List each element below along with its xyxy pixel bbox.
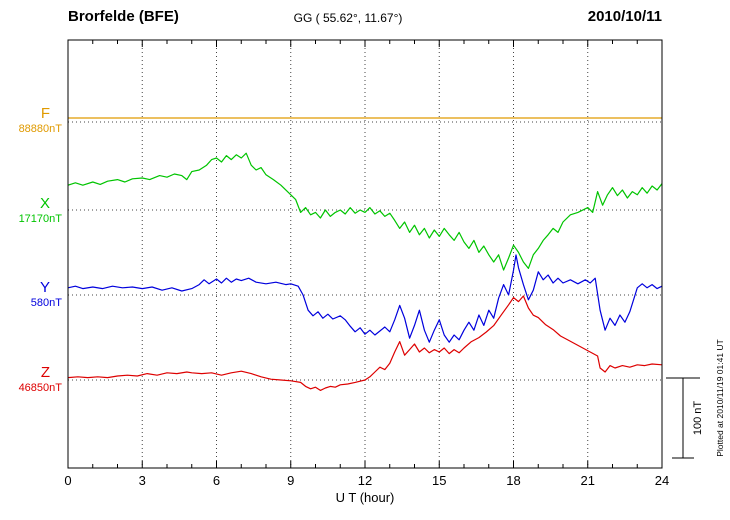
component-X-label: X	[39, 195, 50, 212]
x-axis-label: U T (hour)	[335, 490, 395, 505]
x-tick-label: 6	[213, 473, 220, 488]
component-F-block: F 88880nT	[0, 105, 62, 135]
trace-Y	[67, 254, 663, 343]
x-tick-label: 12	[358, 473, 372, 488]
component-X-baseline: 17170nT	[18, 212, 62, 225]
plotted-at-note: Plotted at 2010/11/19 01:41 UT	[715, 339, 725, 457]
component-Z-label: Z	[40, 364, 50, 381]
x-tick-label: 15	[432, 473, 446, 488]
component-Z-block: Z 46850nT	[0, 364, 62, 394]
component-X-block: X 17170nT	[0, 195, 62, 225]
observatory-coords: GG ( 55.62°, 11.67°)	[293, 11, 403, 25]
component-Y-baseline: 580nT	[30, 296, 62, 309]
trace-Z	[67, 295, 663, 391]
station-title: Brorfelde (BFE)	[68, 8, 179, 25]
scale-bar-label: 100 nT	[692, 401, 704, 436]
x-tick-label: 9	[287, 473, 294, 488]
x-tick-label: 21	[581, 473, 595, 488]
component-F-label: F	[40, 105, 50, 122]
component-Y-label: Y	[39, 279, 50, 296]
x-tick-label: 0	[64, 473, 71, 488]
component-F-baseline: 88880nT	[18, 122, 62, 135]
plot-frame	[67, 39, 663, 469]
x-tick-label: 3	[139, 473, 146, 488]
trace-X	[67, 152, 663, 271]
component-Z-baseline: 46850nT	[18, 381, 62, 394]
x-tick-label: 24	[655, 473, 669, 488]
plot-date: 2010/10/11	[587, 8, 662, 25]
x-tick-label: 18	[506, 473, 520, 488]
component-Y-block: Y 580nT	[0, 279, 62, 309]
